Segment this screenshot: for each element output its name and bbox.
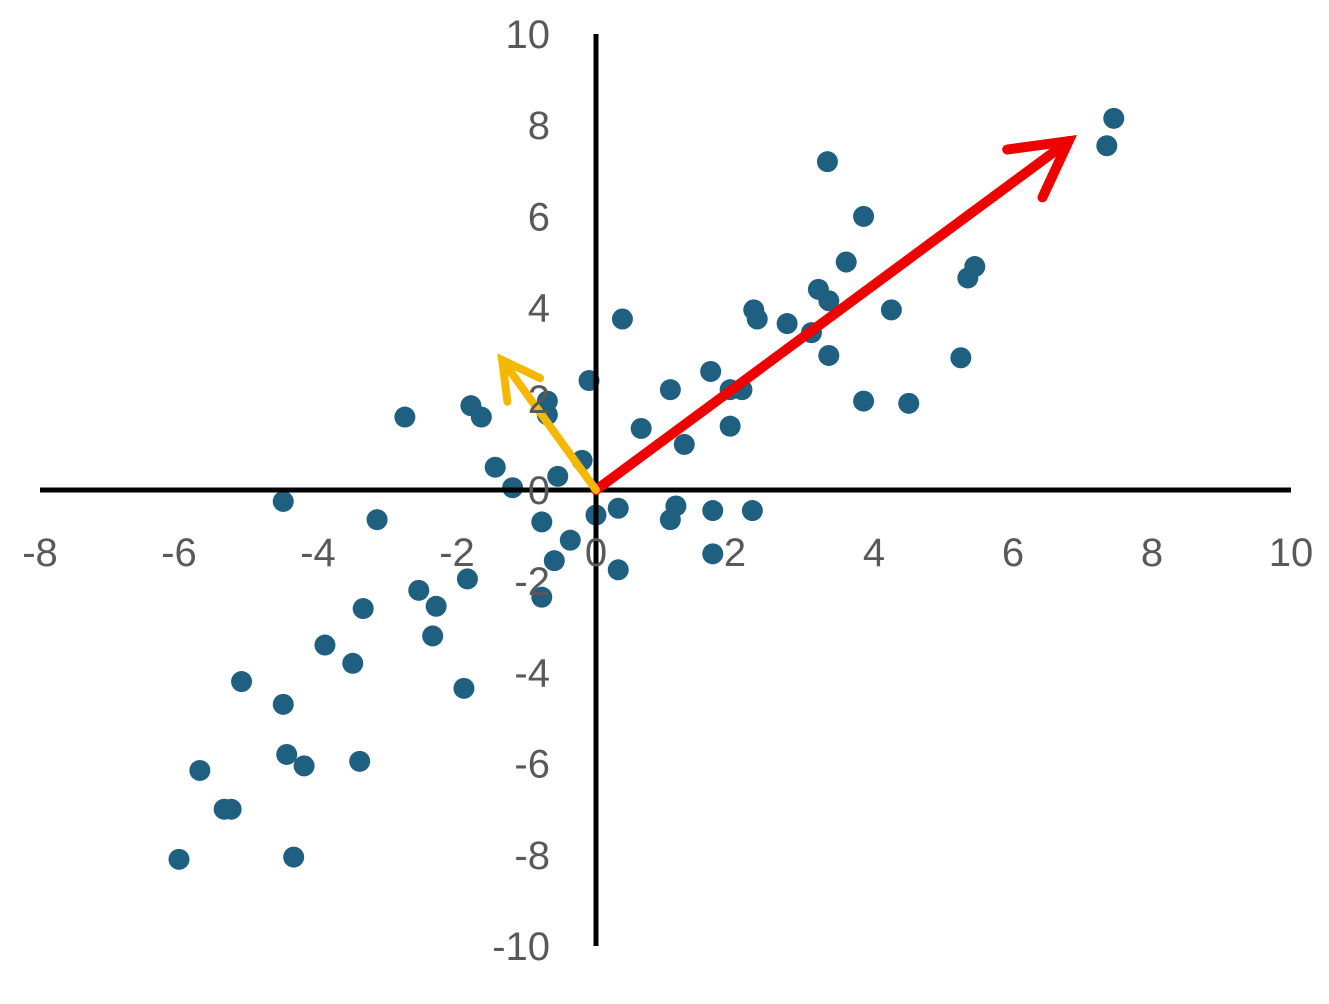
data-point-14 — [611, 308, 633, 330]
vector-shaft-red — [591, 136, 1074, 495]
vectors-layer — [497, 134, 1077, 495]
data-point-34 — [484, 456, 506, 478]
y-tick-label-5: 0 — [528, 469, 550, 513]
data-point-48 — [366, 509, 388, 531]
data-point-51 — [425, 595, 447, 617]
y-tick-labels: 10 8 6 4 2 0 -2 -4 -6 -8 -10 — [492, 13, 550, 969]
vector-arrow-yellow — [497, 353, 600, 494]
data-point-17 — [700, 360, 722, 382]
data-point-47 — [272, 490, 294, 512]
data-point-50 — [408, 579, 430, 601]
data-point-56 — [342, 652, 364, 674]
data-point-65 — [220, 798, 242, 820]
vector-arrow-red — [591, 134, 1077, 495]
vector-head-red — [1002, 134, 1077, 203]
data-point-42 — [531, 511, 553, 533]
x-tick-label-6: 4 — [863, 531, 885, 575]
data-point-67 — [283, 846, 305, 868]
data-point-63 — [189, 759, 211, 781]
x-tick-label-2: -4 — [300, 531, 336, 575]
data-point-46 — [702, 543, 724, 565]
data-point-44 — [543, 550, 565, 572]
data-point-33 — [547, 465, 569, 487]
data-point-58 — [231, 671, 253, 693]
data-point-62 — [349, 750, 371, 772]
data-point-52 — [531, 586, 553, 608]
data-point-57 — [453, 677, 475, 699]
data-point-15 — [818, 344, 840, 366]
data-point-23 — [630, 417, 652, 439]
y-tick-label-0: 10 — [506, 13, 551, 57]
x-tick-label-0: -8 — [22, 531, 58, 575]
data-point-12 — [776, 313, 798, 335]
vector-head-yellow — [497, 353, 545, 406]
data-point-21 — [853, 390, 875, 412]
data-point-43 — [559, 529, 581, 551]
x-tick-label-3: -2 — [439, 531, 475, 575]
data-point-36 — [607, 497, 629, 519]
data-point-49 — [456, 568, 478, 590]
data-point-45 — [607, 559, 629, 581]
data-point-39 — [702, 500, 724, 522]
data-point-55 — [314, 634, 336, 656]
x-tick-label-8: 8 — [1141, 531, 1163, 575]
data-point-25 — [673, 433, 695, 455]
y-tick-label-10: -10 — [492, 925, 550, 969]
data-point-9 — [880, 299, 902, 321]
data-point-24 — [719, 415, 741, 437]
data-point-11 — [746, 308, 768, 330]
x-tick-label-9: 10 — [1269, 531, 1314, 575]
data-point-30 — [470, 406, 492, 428]
y-tick-label-6: -2 — [514, 560, 550, 604]
data-point-18 — [659, 379, 681, 401]
data-point-60 — [276, 743, 298, 765]
x-tick-label-5: 2 — [724, 531, 746, 575]
x-tick-label-4: 0 — [585, 531, 607, 575]
data-point-40 — [741, 500, 763, 522]
data-point-4 — [835, 251, 857, 273]
data-point-54 — [422, 625, 444, 647]
data-point-16 — [950, 347, 972, 369]
data-point-2 — [816, 151, 838, 173]
vector-shaft-yellow — [498, 356, 600, 494]
data-point-1 — [1096, 135, 1118, 157]
y-tick-label-1: 8 — [528, 104, 550, 148]
data-point-53 — [352, 598, 374, 620]
y-tick-label-9: -8 — [514, 834, 550, 878]
data-point-22 — [898, 392, 920, 414]
data-point-38 — [659, 509, 681, 531]
y-tick-label-3: 4 — [528, 287, 550, 331]
y-tick-label-8: -6 — [514, 743, 550, 787]
data-point-3 — [853, 205, 875, 227]
data-point-6 — [957, 267, 979, 289]
data-point-8 — [818, 290, 840, 312]
y-tick-label-2: 6 — [528, 195, 550, 239]
data-point-66 — [168, 848, 190, 870]
data-point-31 — [394, 406, 416, 428]
x-tick-label-1: -6 — [161, 531, 197, 575]
y-tick-label-7: -4 — [514, 651, 550, 695]
data-point-61 — [293, 755, 315, 777]
x-tick-labels: -8 -6 -4 -2 0 2 4 6 8 10 — [22, 531, 1313, 575]
y-tick-label-4: 2 — [528, 378, 550, 422]
x-tick-label-7: 6 — [1002, 531, 1024, 575]
data-point-59 — [272, 693, 294, 715]
data-point-0 — [1103, 107, 1125, 129]
